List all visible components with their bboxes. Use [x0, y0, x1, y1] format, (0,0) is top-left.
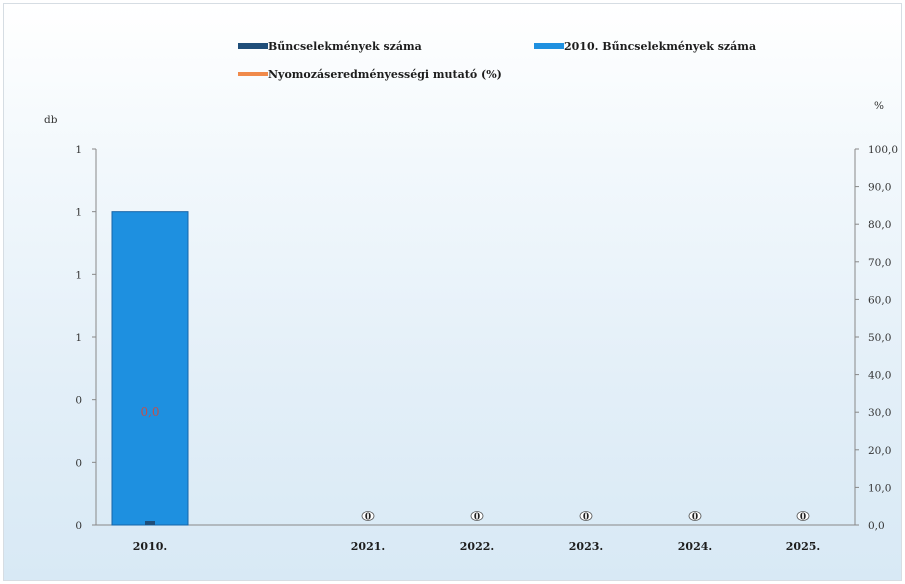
y-right-tick-label: 70,0	[868, 257, 891, 269]
legend-label-bc2010: 2010. Bűncselekmények száma	[564, 40, 756, 53]
bar-2010-bcs	[111, 211, 189, 526]
legend: Bűncselekmények száma 2010. Bűncselekmén…	[238, 40, 756, 81]
x-tick-labels: 2010. 2021. 2022. 2023. 2024. 2025.	[133, 540, 820, 553]
y-right-tick-label: 90,0	[868, 182, 891, 194]
legend-swatch-bc	[238, 43, 268, 49]
x-tick-label: 2024.	[678, 540, 712, 553]
x-tick-label: 2023.	[569, 540, 603, 553]
x-tick-label: 2010.	[133, 540, 167, 553]
data-label-zero: 0	[800, 513, 806, 523]
y-right-tick-label: 40,0	[868, 370, 891, 382]
data-label-zero: 0	[583, 513, 589, 523]
data-label-zero: 0	[692, 513, 698, 523]
bar-bcs-2010	[145, 521, 155, 525]
x-tick-label: 2022.	[460, 540, 494, 553]
data-label-zero: 0	[365, 513, 371, 523]
y-right-tick-label: 0,0	[868, 520, 885, 532]
y-right-tick-label: 10,0	[868, 482, 891, 494]
x-tick-label: 2025.	[786, 540, 820, 553]
chart-frame: Bűncselekmények száma 2010. Bűncselekmén…	[3, 3, 902, 581]
y-right-ticks: 100,0 90,0 80,0 70,0 60,0 50,0 40,0 30,0 20,0 10,…	[855, 144, 898, 532]
y-right-unit: %	[874, 100, 884, 112]
y-left-tick-label: 0	[75, 520, 82, 532]
y-right-tick-label: 30,0	[868, 407, 891, 419]
y-left-tick-label: 1	[75, 144, 82, 156]
x-tick-label: 2021.	[351, 540, 385, 553]
legend-swatch-bc2010	[534, 43, 564, 49]
y-left-tick-label: 1	[75, 332, 82, 344]
chart: Bűncselekmények száma 2010. Bűncselekmén…	[44, 40, 898, 553]
y-left-unit: db	[44, 114, 58, 126]
data-label-zero: 0	[474, 513, 480, 523]
pct-label-2010: 0,0	[140, 405, 159, 419]
data-label-bubble	[688, 511, 702, 521]
y-right-tick-label: 60,0	[868, 294, 891, 306]
y-left-tick-label: 1	[75, 269, 82, 281]
y-right-tick-label: 100,0	[868, 144, 898, 156]
y-left-tick-label: 1	[75, 207, 82, 219]
legend-label-bc: Bűncselekmények száma	[268, 40, 422, 53]
data-label-bubble	[579, 511, 593, 521]
data-labels: 0,0 0 0 0 0 0	[140, 405, 810, 523]
data-label-bubble	[470, 511, 484, 521]
y-left-ticks: 1 1 1 1 0 0 0	[75, 144, 96, 532]
y-left-tick-label: 0	[75, 457, 82, 469]
y-left-tick-label: 0	[75, 395, 82, 407]
data-label-bubble	[361, 511, 375, 521]
data-label-bubble	[796, 511, 810, 521]
y-right-tick-label: 80,0	[868, 219, 891, 231]
bars	[111, 211, 189, 526]
legend-swatch-pct	[238, 72, 268, 76]
legend-label-pct: Nyomozáseredményességi mutató (%)	[268, 68, 502, 81]
y-right-tick-label: 20,0	[868, 445, 891, 457]
y-right-tick-label: 50,0	[868, 332, 891, 344]
